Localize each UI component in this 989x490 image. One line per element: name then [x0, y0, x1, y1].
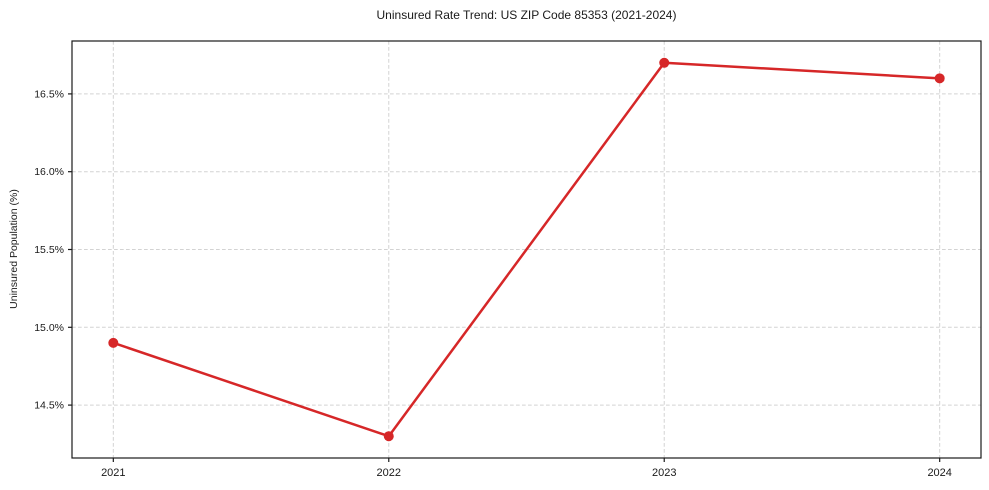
data-point: [934, 73, 945, 84]
x-tick-label: 2022: [377, 467, 401, 479]
x-tick-label: 2023: [652, 467, 676, 479]
data-point: [383, 431, 394, 442]
x-tick-label: 2024: [927, 467, 951, 479]
plot-border: [71, 40, 982, 459]
y-tick-label: 16.0%: [34, 166, 64, 178]
y-tick-label: 16.5%: [34, 88, 64, 100]
trend-line: [112, 61, 941, 438]
y-tick-label: 14.5%: [34, 400, 64, 412]
y-tick-label: 15.5%: [34, 244, 64, 256]
chart-title: Uninsured Rate Trend: US ZIP Code 85353 …: [376, 8, 677, 22]
data-point: [659, 57, 670, 68]
x-tick-label: 2021: [101, 467, 125, 479]
y-tick-label: 15.0%: [34, 322, 64, 334]
data-point: [108, 337, 119, 348]
